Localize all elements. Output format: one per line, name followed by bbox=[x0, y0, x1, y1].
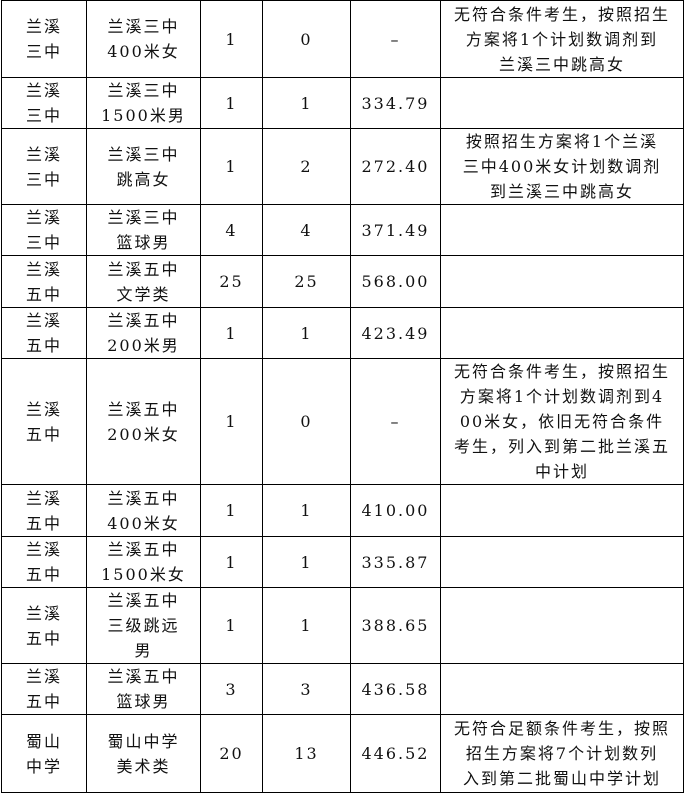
note-cell bbox=[440, 204, 684, 256]
table-row: 兰溪 三中 兰溪三中 篮球男 4 4 371.49 bbox=[1, 204, 684, 256]
table-row: 兰溪 三中 兰溪三中 400米女 1 0– 无符合条件考生，按照招生 方案将1个计划数调… bbox=[1, 0, 684, 78]
table-row: 兰溪 五中 兰溪五中 三级跳远 男 1 1 388.65 bbox=[1, 587, 684, 664]
school-cell: 兰溪 五中 bbox=[1, 307, 87, 359]
table-row: 兰溪 五中 兰溪五中 1500米女 1 1 335.87 bbox=[1, 536, 684, 588]
note-cell bbox=[440, 587, 684, 664]
plan-count-cell: 1 bbox=[200, 358, 263, 485]
school-cell: 蜀山 中学 bbox=[1, 714, 87, 793]
enrolled-count-cell: 25 bbox=[262, 255, 351, 308]
note-cell bbox=[440, 663, 684, 715]
plan-count-cell: 4 bbox=[200, 204, 263, 256]
note-cell bbox=[440, 307, 684, 359]
table-row: 兰溪 五中 兰溪五中 篮球男 3 3 436.58 bbox=[1, 663, 684, 715]
school-cell: 兰溪 三中 bbox=[1, 0, 87, 78]
enrolled-count-cell: 1 bbox=[262, 484, 351, 537]
note-cell: 按照招生方案将1个兰溪 三中400米女计划数调剂 到兰溪三中跳高女 bbox=[440, 128, 684, 205]
enrolled-count-cell: 4 bbox=[262, 204, 351, 256]
enrolled-count-cell: 2 bbox=[262, 128, 351, 205]
min-score-cell: 272.40 bbox=[350, 128, 441, 205]
school-cell: 兰溪 五中 bbox=[1, 536, 87, 588]
item-cell: 兰溪五中 200米女 bbox=[86, 358, 201, 485]
table-row: 兰溪 三中 兰溪三中 1500米男 1 1 334.79 bbox=[1, 77, 684, 129]
school-cell: 兰溪 五中 bbox=[1, 587, 87, 664]
min-score-cell: 371.49 bbox=[350, 204, 441, 256]
school-cell: 兰溪 三中 bbox=[1, 204, 87, 256]
note-cell bbox=[440, 484, 684, 537]
plan-count-cell: 1 bbox=[200, 587, 263, 664]
plan-count-cell: 1 bbox=[200, 128, 263, 205]
min-score-cell: 423.49 bbox=[350, 307, 441, 359]
item-cell: 兰溪五中 三级跳远 男 bbox=[86, 587, 201, 664]
plan-count-cell: 1 bbox=[200, 307, 263, 359]
plan-count-cell: 3 bbox=[200, 663, 263, 715]
enrolled-count-cell: 1 bbox=[262, 536, 351, 588]
plan-count-cell: 1 bbox=[200, 0, 263, 78]
table-row: 兰溪 五中 兰溪五中 200米男 1 1 423.49 bbox=[1, 307, 684, 359]
school-cell: 兰溪 五中 bbox=[1, 358, 87, 485]
note-cell bbox=[440, 77, 684, 129]
item-cell: 兰溪五中 400米女 bbox=[86, 484, 201, 537]
min-score-cell: 436.58 bbox=[350, 663, 441, 715]
enrolled-count-cell: 1 bbox=[262, 77, 351, 129]
item-cell: 兰溪三中 篮球男 bbox=[86, 204, 201, 256]
school-cell: 兰溪 五中 bbox=[1, 255, 87, 308]
item-cell: 兰溪五中 200米男 bbox=[86, 307, 201, 359]
school-cell: 兰溪 三中 bbox=[1, 128, 87, 205]
min-score-cell: 334.79 bbox=[350, 77, 441, 129]
min-score-cell: 446.52 bbox=[350, 714, 441, 793]
note-cell bbox=[440, 536, 684, 588]
min-score-cell: 388.65 bbox=[350, 587, 441, 664]
enrolled-count-cell: 0 bbox=[262, 358, 351, 485]
plan-count-cell: 1 bbox=[200, 77, 263, 129]
plan-count-cell: 1 bbox=[200, 536, 263, 588]
min-score-cell: – bbox=[350, 358, 441, 485]
school-cell: 兰溪 三中 bbox=[1, 77, 87, 129]
item-cell: 兰溪三中 跳高女 bbox=[86, 128, 201, 205]
min-score-cell: 410.00 bbox=[350, 484, 441, 537]
plan-count-cell: 1 bbox=[200, 484, 263, 537]
min-score-cell: 335.87 bbox=[350, 536, 441, 588]
item-cell: 兰溪五中 文学类 bbox=[86, 255, 201, 308]
min-score-cell: 568.00 bbox=[350, 255, 441, 308]
item-cell: 兰溪五中 1500米女 bbox=[86, 536, 201, 588]
table-row: 兰溪 五中 兰溪五中 400米女 1 1 410.00 bbox=[1, 484, 684, 537]
item-cell: 兰溪五中 篮球男 bbox=[86, 663, 201, 715]
enrolled-count-cell: 1 bbox=[262, 587, 351, 664]
plan-count-cell: 25 bbox=[200, 255, 263, 308]
enrolled-count-cell: 13 bbox=[262, 714, 351, 793]
school-cell: 兰溪 五中 bbox=[1, 663, 87, 715]
table-row: 兰溪 五中 兰溪五中 文学类 25 25 568.00 bbox=[1, 255, 684, 308]
item-cell: 兰溪三中 400米女 bbox=[86, 0, 201, 78]
table-row: 蜀山 中学 蜀山中学 美术类 20 13 446.52 无符合足额条件考生，按照 招生方案… bbox=[1, 714, 684, 793]
min-score-cell: – bbox=[350, 0, 441, 78]
plan-count-cell: 20 bbox=[200, 714, 263, 793]
enrolled-count-cell: 3 bbox=[262, 663, 351, 715]
school-cell: 兰溪 五中 bbox=[1, 484, 87, 537]
enrolled-count-cell: 1 bbox=[262, 307, 351, 359]
item-cell: 蜀山中学 美术类 bbox=[86, 714, 201, 793]
note-cell: 无符合条件考生，按照招生 方案将1个计划数调剂到 兰溪三中跳高女 bbox=[440, 0, 684, 78]
note-cell: 无符合条件考生，按照招生 方案将1个计划数调剂到4 00米女，依旧无符合条件 考… bbox=[440, 358, 684, 485]
table-row: 兰溪 五中 兰溪五中 200米女 1 0– 无符合条件考生，按照招生 方案将1个计划数调… bbox=[1, 358, 684, 485]
enrolled-count-cell: 0 bbox=[262, 0, 351, 78]
note-cell bbox=[440, 255, 684, 308]
table-row: 兰溪 三中 兰溪三中 跳高女 1 2 272.40 按照招生方案将1个兰溪 三中400米女… bbox=[1, 128, 684, 205]
note-cell: 无符合足额条件考生，按照 招生方案将7个计划数列 入到第二批蜀山中学计划 bbox=[440, 714, 684, 793]
item-cell: 兰溪三中 1500米男 bbox=[86, 77, 201, 129]
